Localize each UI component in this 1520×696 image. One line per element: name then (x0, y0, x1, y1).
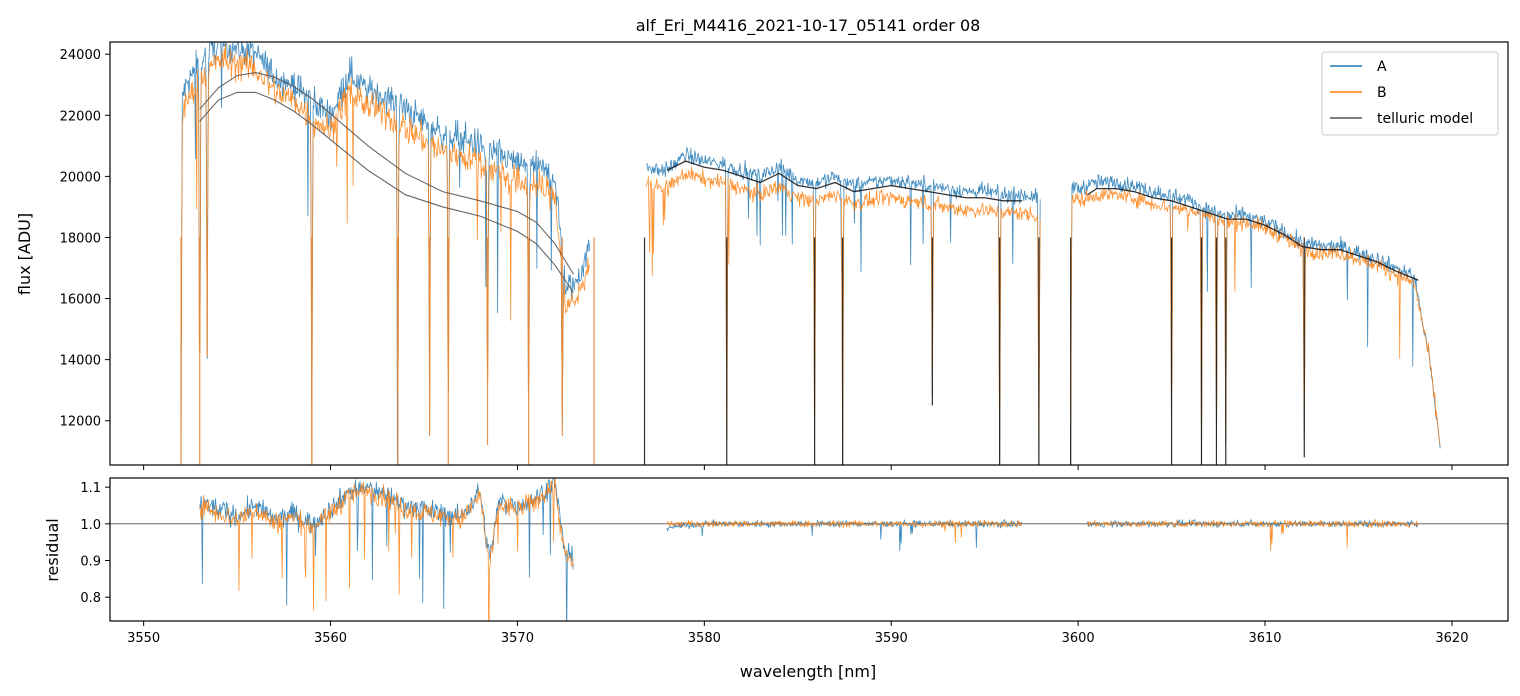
flux-plot-area (180, 42, 1441, 465)
residual-ytick-label: 1.1 (80, 481, 101, 496)
residual-xtick-label: 3570 (501, 631, 534, 646)
flux-ytick-label: 20000 (60, 170, 101, 185)
x-axis-label: wavelength [nm] (740, 662, 877, 681)
telluric-model-line-0 (199, 71, 574, 275)
residual-y-ticks: 0.8 0.9 1.0 1.1 (80, 481, 110, 606)
residual-b-segment-1 (666, 519, 1022, 543)
residual-xtick-label: 3580 (688, 631, 721, 646)
residual-axes-frame (109, 477, 1509, 622)
flux-ylabel: flux [ADU] (15, 213, 34, 295)
residual-xtick-label: 3620 (1435, 631, 1468, 646)
residual-xtick-label: 3610 (1248, 631, 1281, 646)
residual-xtick-label: 3560 (314, 631, 347, 646)
residual-panel: 0.8 0.9 1.0 1.1 3550 3560 3570 3580 3590 3600 361… (43, 477, 1509, 681)
residual-x-ticks: 3550 3560 3570 3580 3590 3600 3610 3620 (127, 621, 1468, 646)
telluric-model-line-1 (199, 91, 574, 293)
residual-b-segment-2 (1087, 518, 1419, 551)
residual-ytick-label: 0.9 (80, 555, 101, 570)
flux-ytick-label: 22000 (60, 109, 101, 124)
legend-label-b: B (1377, 85, 1387, 101)
series-a-segment-0 (180, 42, 591, 465)
legend: A B telluric model (1321, 51, 1499, 136)
series-b-segment-0 (180, 44, 591, 465)
legend-label-telluric-model: telluric model (1377, 111, 1473, 127)
flux-ytick-label: 14000 (60, 354, 101, 369)
flux-ytick-label: 18000 (60, 231, 101, 246)
residual-xtick-label: 3550 (127, 631, 160, 646)
telluric-model-line-3 (1087, 187, 1419, 281)
flux-panel: 12000 14000 16000 18000 20000 22000 24000 flux… (15, 41, 1509, 470)
legend-box (1321, 51, 1499, 136)
residual-xtick-label: 3600 (1062, 631, 1095, 646)
flux-ytick-label: 24000 (60, 48, 101, 63)
residual-xtick-label: 3590 (875, 631, 908, 646)
flux-x-ticks (143, 465, 1453, 470)
flux-axes-frame (109, 41, 1509, 466)
residual-ytick-label: 1.0 (80, 518, 101, 533)
residual-plot-area (110, 478, 1508, 621)
chart-title: alf_Eri_M4416_2021-10-17_05141 order 08 (636, 16, 981, 36)
flux-ytick-label: 12000 (60, 415, 101, 430)
flux-y-ticks: 12000 14000 16000 18000 20000 22000 24000 (60, 48, 110, 430)
flux-ytick-label: 16000 (60, 293, 101, 308)
residual-ylabel: residual (43, 518, 62, 581)
series-b-segment-1 (646, 166, 1041, 465)
telluric-model-line-2 (666, 160, 1023, 202)
residual-b-segment-0 (199, 478, 574, 621)
legend-label-a: A (1377, 59, 1387, 75)
residual-ytick-label: 0.8 (80, 591, 101, 606)
